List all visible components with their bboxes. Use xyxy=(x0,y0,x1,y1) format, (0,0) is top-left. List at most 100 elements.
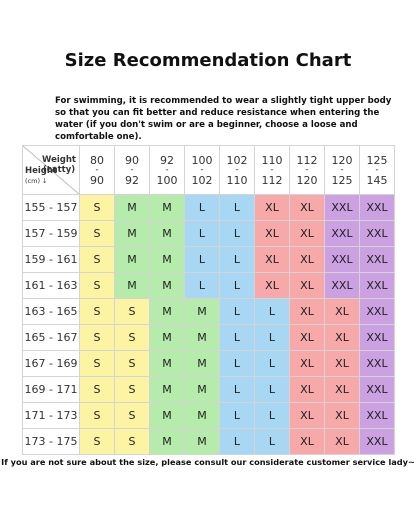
weight-column-header: 125-145 xyxy=(359,145,395,195)
height-range-cell: 157 - 159 xyxy=(22,220,80,247)
weight-column-header: 80-90 xyxy=(79,145,115,195)
size-cell: M xyxy=(184,428,220,455)
weight-range-separator: - xyxy=(375,164,379,175)
size-cell: M xyxy=(149,402,185,429)
weight-range-start: 92 xyxy=(160,153,174,167)
height-range-cell: 173 - 175 xyxy=(22,428,80,455)
size-cell: L xyxy=(219,350,255,377)
height-range-cell: 169 - 171 xyxy=(22,376,80,403)
size-cell: S xyxy=(114,298,150,325)
size-cell: L xyxy=(184,246,220,273)
table-row: 167 - 169 S S M M L L XL XL XXL xyxy=(22,350,395,377)
size-cell: S xyxy=(79,376,115,403)
height-range-cell: 165 - 167 xyxy=(22,324,80,351)
table-row: 159 - 161 S M M L L XL XL XXL XXL xyxy=(22,246,395,273)
size-cell: S xyxy=(114,402,150,429)
weight-range-separator: - xyxy=(165,164,169,175)
weight-range-end: 90 xyxy=(90,173,104,187)
size-cell: XL xyxy=(289,402,325,429)
weight-unit: (catty) xyxy=(42,165,76,175)
size-cell: XXL xyxy=(359,428,395,455)
size-cell: M xyxy=(184,324,220,351)
size-cell: M xyxy=(149,272,185,299)
size-cell: XL xyxy=(324,428,360,455)
size-cell: L xyxy=(254,428,290,455)
weight-header: Weight (catty) xyxy=(42,155,76,175)
size-cell: XL xyxy=(254,272,290,299)
size-cell: L xyxy=(254,376,290,403)
size-cell: XL xyxy=(254,220,290,247)
size-cell: XL xyxy=(289,246,325,273)
weight-range-end: 102 xyxy=(191,173,213,187)
weight-column-header: 102-110 xyxy=(219,145,255,195)
size-cell: S xyxy=(114,350,150,377)
size-cell: XL xyxy=(289,220,325,247)
size-cell: M xyxy=(114,220,150,247)
size-cell: S xyxy=(79,246,115,273)
size-cell: M xyxy=(184,376,220,403)
size-cell: XL xyxy=(324,324,360,351)
size-cell: XL xyxy=(289,376,325,403)
size-cell: XXL xyxy=(359,272,395,299)
height-unit: (cm) ↓ xyxy=(25,177,48,185)
height-range-cell: 161 - 163 xyxy=(22,272,80,299)
height-range-cell: 163 - 165 xyxy=(22,298,80,325)
weight-column-header: 92-100 xyxy=(149,145,185,195)
weight-range-end: 125 xyxy=(331,173,353,187)
size-cell: S xyxy=(79,324,115,351)
weight-range-start: 100 xyxy=(191,153,213,167)
size-cell: M xyxy=(149,298,185,325)
size-cell: M xyxy=(149,428,185,455)
size-cell: S xyxy=(79,220,115,247)
size-cell: L xyxy=(219,402,255,429)
size-cell: S xyxy=(79,298,115,325)
size-cell: XXL xyxy=(324,194,360,221)
size-cell: XL xyxy=(289,428,325,455)
size-cell: XL xyxy=(324,350,360,377)
table-row: 155 - 157 S M M L L XL XL XXL XXL xyxy=(22,194,395,221)
size-cell: M xyxy=(184,298,220,325)
weight-range-end: 112 xyxy=(261,173,283,187)
size-cell: M xyxy=(114,194,150,221)
weight-column-header: 90-92 xyxy=(114,145,150,195)
weight-range-separator: - xyxy=(95,164,99,175)
height-range-cell: 155 - 157 xyxy=(22,194,80,221)
size-cell: XL xyxy=(289,350,325,377)
size-cell: XXL xyxy=(359,376,395,403)
size-cell: XL xyxy=(289,194,325,221)
size-cell: L xyxy=(219,376,255,403)
swimming-note: For swimming, it is recommended to wear … xyxy=(55,96,392,142)
size-cell: XXL xyxy=(359,350,395,377)
size-cell: M xyxy=(149,246,185,273)
weight-range-start: 112 xyxy=(296,153,318,167)
size-cell: XXL xyxy=(359,194,395,221)
weight-range-end: 110 xyxy=(226,173,248,187)
size-cell: M xyxy=(149,194,185,221)
size-cell: XL xyxy=(289,272,325,299)
size-cell: L xyxy=(219,246,255,273)
size-cell: S xyxy=(79,272,115,299)
size-cell: XXL xyxy=(324,246,360,273)
size-cell: S xyxy=(79,428,115,455)
table-row: 165 - 167 S S M M L L XL XL XXL xyxy=(22,324,395,351)
size-cell: M xyxy=(149,350,185,377)
size-cell: XL xyxy=(254,194,290,221)
height-range-cell: 159 - 161 xyxy=(22,246,80,273)
weight-range-end: 145 xyxy=(366,173,388,187)
size-cell: S xyxy=(114,376,150,403)
page-title: Size Recommendation Chart xyxy=(64,50,352,71)
table-row: 157 - 159 S M M L L XL XL XXL XXL xyxy=(22,220,395,247)
table-row: 169 - 171 S S M M L L XL XL XXL xyxy=(22,376,395,403)
table-row: 171 - 173 S S M M L L XL XL XXL xyxy=(22,402,395,429)
weight-range-separator: - xyxy=(200,164,204,175)
size-cell: XXL xyxy=(359,220,395,247)
size-cell: M xyxy=(149,324,185,351)
weight-range-start: 90 xyxy=(125,153,139,167)
header-row: Weight (catty) Height (cm) ↓ 80-90 90-92 9… xyxy=(22,145,395,195)
size-cell: L xyxy=(254,350,290,377)
corner-cell: Weight (catty) Height (cm) ↓ xyxy=(22,145,80,195)
size-cell: XL xyxy=(254,246,290,273)
weight-label: Weight xyxy=(42,155,76,165)
footer-note: If you are not sure about the size, plea… xyxy=(1,457,415,467)
size-cell: XL xyxy=(324,298,360,325)
